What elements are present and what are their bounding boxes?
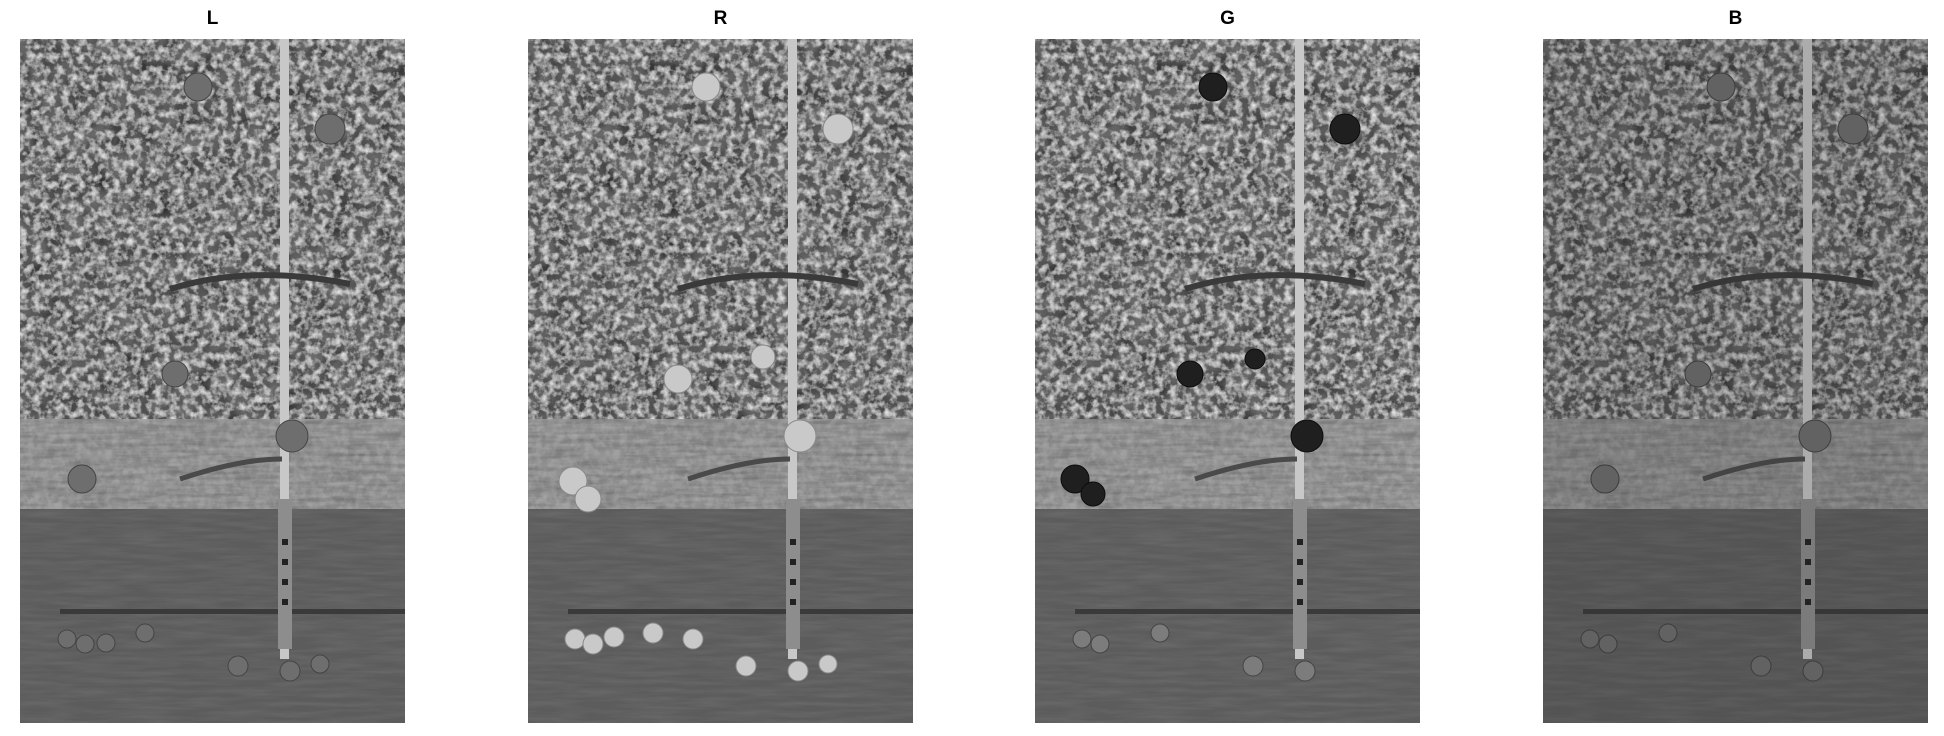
panel-g: G <box>1035 0 1420 736</box>
panel-r: R <box>528 0 913 736</box>
luminance-channel-image <box>20 39 405 723</box>
panel-l: L <box>20 0 405 736</box>
panel-title-r: R <box>713 8 728 29</box>
blue-channel-image <box>1543 39 1928 723</box>
panel-title-b: B <box>1728 8 1743 29</box>
green-channel-image <box>1035 39 1420 723</box>
panel-b: B <box>1543 0 1928 736</box>
panel-title-g: G <box>1220 8 1235 29</box>
panel-title-l: L <box>206 8 219 29</box>
red-channel-image <box>528 39 913 723</box>
